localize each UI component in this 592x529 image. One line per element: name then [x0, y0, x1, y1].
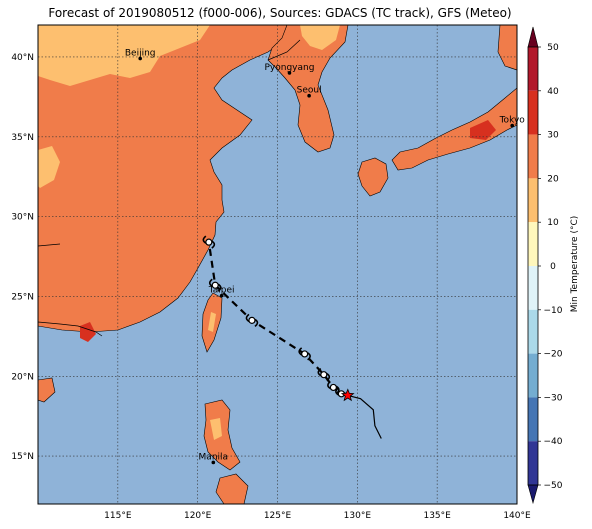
- land-visayas: [215, 473, 249, 504]
- border-lines: [38, 39, 301, 337]
- land-hokkaido: [497, 25, 517, 71]
- colorbar-tick-label: −10: [544, 306, 563, 316]
- map-panel: [37, 24, 518, 505]
- city-marker: [138, 56, 142, 61]
- colorbar-tick-label: −40: [544, 437, 563, 447]
- map-ticks: 115°E 120°E 125°E 130°E 135°E 140°E 15°N 20°N 25…: [11, 53, 531, 521]
- colorbar-bin: [528, 90, 538, 135]
- lon-tick-label: 120°E: [184, 511, 212, 521]
- map-title: Forecast of 2019080512 (f000-006), Sourc…: [48, 6, 512, 20]
- city-marker: [307, 93, 311, 98]
- land-hainan: [38, 377, 56, 403]
- colorbar-bin: [528, 222, 538, 266]
- city-labels: Beijing Pyongyang Seoul Tokyo Taipei Manila: [125, 49, 525, 465]
- colorbar-tick-label: 10: [547, 218, 559, 228]
- colorbar: 50 40 30 20 10 0 −10 −20 −30 −40 −50: [527, 26, 563, 505]
- cyclone-symbol-icon: [245, 313, 259, 328]
- colorbar-bin: [528, 353, 538, 398]
- colorbar-extend-min: [527, 484, 539, 505]
- colorbar-bin: [528, 441, 538, 485]
- lat-tick-label: 35°N: [11, 133, 34, 143]
- lat-tick-label: 15°N: [11, 452, 34, 462]
- city-label: Tokyo: [499, 116, 526, 126]
- city-label: Manila: [199, 452, 229, 462]
- lon-tick-label: 125°E: [264, 511, 292, 521]
- city-label: Beijing: [125, 49, 156, 59]
- cyclone-symbol-icon: [298, 347, 311, 361]
- city-marker: [211, 460, 216, 465]
- colorbar-extend-max: [527, 26, 539, 48]
- lat-tick-label: 40°N: [11, 53, 34, 63]
- colorbar-tick-label: −30: [544, 393, 563, 403]
- cyclone-symbol-icon: [202, 235, 216, 249]
- map-gridlines: [38, 25, 517, 504]
- land-cool-patch-korea: [300, 25, 340, 50]
- colorbar-tick-label: 0: [550, 262, 556, 272]
- colorbar-label: Min Temperature (°C): [570, 216, 580, 313]
- lat-tick-label: 20°N: [11, 372, 34, 382]
- city-marker: [287, 71, 292, 75]
- colorbar-bin: [528, 178, 538, 223]
- land-cool-patch-taiwan: [208, 312, 216, 332]
- colorbar-bin: [528, 47, 538, 91]
- colorbar-tick-label: 40: [547, 87, 559, 97]
- colorbar-tick-label: −20: [544, 350, 563, 360]
- colorbar-tick-label: 20: [547, 174, 559, 184]
- land-luzon: [203, 399, 241, 471]
- cyclone-symbol-icon: [317, 368, 331, 382]
- map-frame: [37, 24, 518, 505]
- land-japan: [391, 87, 517, 171]
- land-cool-patch-luzon: [210, 418, 222, 440]
- cyclone-symbol-icon: [208, 278, 222, 292]
- land-kyushu: [357, 157, 389, 197]
- colorbar-bin: [528, 397, 538, 442]
- lon-tick-label: 115°E: [104, 511, 132, 521]
- colorbar-tick-label: 30: [547, 131, 559, 141]
- city-label: Taipei: [208, 286, 235, 296]
- land-warm-patch-japan: [470, 120, 496, 140]
- land-warm-patch-hk: [80, 322, 96, 342]
- past-track-line: [347, 394, 382, 439]
- lat-tick-label: 25°N: [11, 292, 34, 302]
- city-label: Seoul: [297, 86, 322, 96]
- city-marker: [219, 293, 224, 298]
- cyclone-symbol-icon: [327, 380, 340, 395]
- land-cool-patch-west: [38, 146, 60, 188]
- city-marker: [510, 123, 515, 128]
- colorbar-bin: [528, 134, 538, 179]
- colorbar-tick-label: −50: [544, 481, 563, 491]
- land-mainland: [38, 25, 288, 333]
- land-cool-patch-north: [38, 25, 210, 86]
- colorbar-tick-label: 50: [547, 43, 559, 53]
- cyclone-track: [202, 235, 382, 439]
- city-label: Pyongyang: [265, 63, 315, 73]
- current-position-star-icon: [340, 388, 355, 402]
- lon-tick-label: 135°E: [423, 511, 451, 521]
- colorbar-bin: [528, 309, 538, 354]
- colorbar-bin: [528, 266, 538, 310]
- lon-tick-label: 140°E: [503, 511, 531, 521]
- lat-tick-label: 30°N: [11, 213, 34, 223]
- lon-tick-label: 130°E: [344, 511, 372, 521]
